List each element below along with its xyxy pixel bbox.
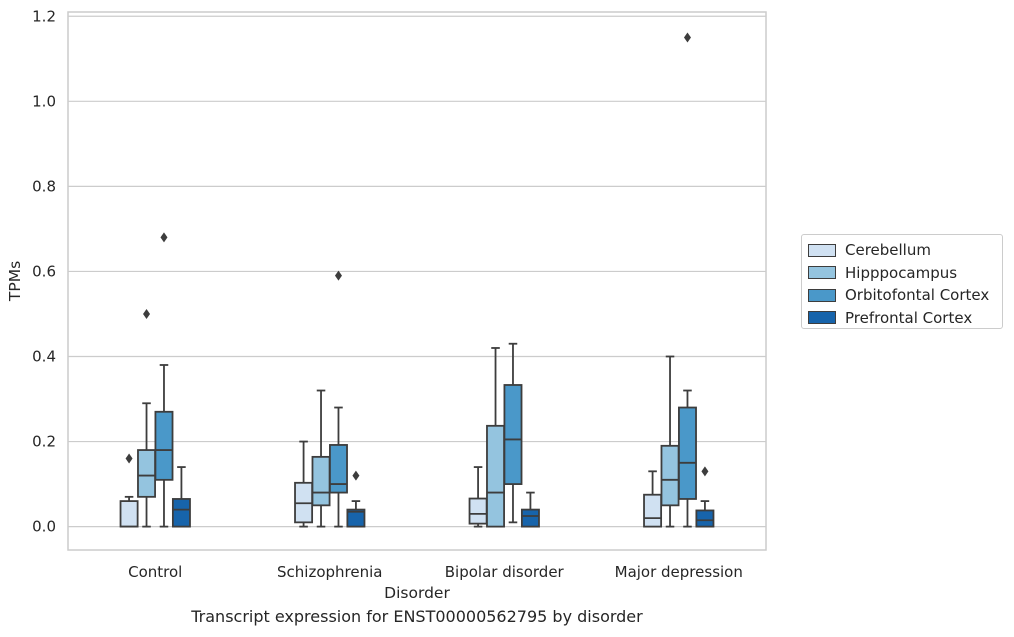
y-tick-label: 0.6	[32, 262, 56, 280]
legend-item: Cerebellum	[808, 239, 1002, 262]
box	[660, 444, 680, 507]
legend-swatch	[808, 311, 836, 325]
box	[329, 444, 348, 494]
y-tick-label: 0.0	[32, 518, 56, 536]
box	[486, 424, 505, 528]
x-tick-label: Major depression	[615, 563, 743, 581]
y-axis-title: TPMs	[6, 261, 24, 302]
box	[468, 497, 488, 525]
box	[171, 498, 191, 528]
y-tick-label: 0.4	[32, 347, 56, 365]
box	[137, 449, 156, 498]
outlier-point	[683, 32, 691, 43]
legend-swatch	[808, 243, 836, 257]
y-tick-label: 0.8	[32, 177, 56, 195]
legend-item: Hipppocampus	[808, 262, 1002, 285]
legend-label: Cerebellum	[845, 241, 931, 260]
figure-caption: Transcript expression for ENST0000056279…	[191, 607, 643, 626]
outlier-point	[143, 308, 151, 319]
legend-item: Prefrontal Cortex	[808, 307, 1002, 330]
plot-frame	[67, 11, 767, 551]
box	[346, 508, 366, 528]
box	[520, 508, 540, 528]
box	[119, 500, 139, 528]
legend-swatch	[808, 288, 836, 302]
outlier-point	[334, 270, 342, 281]
x-tick-label: Bipolar disorder	[445, 563, 565, 581]
y-tick-label: 1.2	[32, 7, 56, 25]
outlier-point	[352, 470, 360, 481]
outlier-point	[701, 466, 709, 477]
box	[643, 493, 663, 528]
legend-item: Orbitofontal Cortex	[808, 284, 1002, 307]
outlier-point	[160, 232, 168, 243]
legend-label: Orbitofontal Cortex	[845, 286, 990, 305]
legend: Cerebellum Hipppocampus Orbitofontal Corte…	[801, 234, 1003, 329]
box	[503, 384, 523, 485]
x-tick-label: Control	[128, 563, 182, 581]
legend-label: Hipppocampus	[845, 263, 958, 282]
box	[154, 410, 174, 481]
legend-label: Prefrontal Cortex	[845, 308, 973, 327]
outlier-point	[125, 453, 133, 464]
y-tick-label: 0.2	[32, 433, 56, 451]
x-tick-label: Schizophrenia	[277, 563, 382, 581]
box	[695, 509, 715, 528]
legend-swatch	[808, 266, 836, 280]
box	[311, 455, 331, 507]
x-axis-title: Disorder	[384, 584, 450, 602]
box	[678, 406, 697, 500]
y-tick-label: 1.0	[32, 92, 56, 110]
